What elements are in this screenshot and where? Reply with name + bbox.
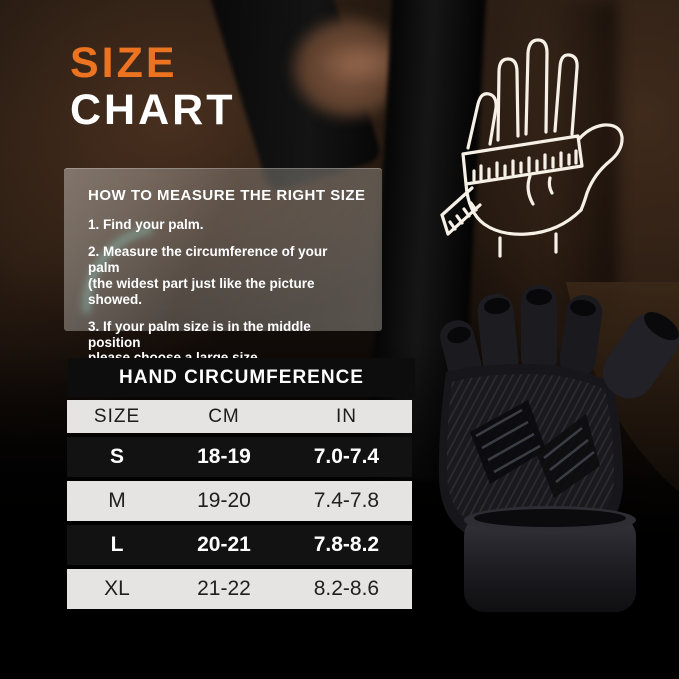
column-header-cm: CM bbox=[208, 405, 240, 427]
cell-size: XL bbox=[104, 577, 130, 600]
table-header-row: SIZE CM IN bbox=[67, 400, 412, 433]
table-row-m: M 19-20 7.4-7.8 bbox=[67, 481, 412, 521]
cell-size: S bbox=[110, 445, 125, 468]
cell-in: 7.8-8.2 bbox=[313, 533, 380, 556]
cell-cm: 18-19 bbox=[197, 445, 251, 468]
column-header-in: IN bbox=[335, 405, 357, 427]
hand-measuring-tape-icon bbox=[440, 38, 624, 258]
table-row-xl: XL 21-22 8.2-8.6 bbox=[67, 569, 412, 609]
column-header-size: SIZE bbox=[93, 405, 141, 427]
title-word-chart: CHART bbox=[70, 86, 236, 134]
cell-in: 7.4-7.8 bbox=[313, 489, 380, 512]
cell-cm: 20-21 bbox=[197, 533, 251, 556]
cell-size: M bbox=[108, 489, 126, 512]
page-title: SIZE CHART bbox=[70, 40, 235, 134]
size-table: SIZE CM IN S 18-19 7.0-7.4 M 19-20 7.4-7… bbox=[67, 400, 412, 613]
hand-circumference-banner: HAND CIRCUMFERENCE bbox=[68, 358, 415, 397]
fingerless-glove-icon bbox=[438, 282, 679, 628]
table-row-s: S 18-19 7.0-7.4 bbox=[67, 437, 412, 477]
how-to-measure-panel: HOW TO MEASURE THE RIGHT SIZE 1. Find yo… bbox=[64, 168, 382, 365]
measure-panel-heading: HOW TO MEASURE THE RIGHT SIZE bbox=[88, 187, 366, 204]
cell-size: L bbox=[110, 533, 124, 556]
title-word-size: SIZE bbox=[70, 39, 178, 87]
measure-step-1: 1. Find your palm. bbox=[88, 217, 204, 232]
cell-cm: 21-22 bbox=[197, 577, 251, 600]
table-row-l: L 20-21 7.8-8.2 bbox=[67, 525, 412, 565]
cell-cm: 19-20 bbox=[197, 489, 251, 512]
cell-in: 8.2-8.6 bbox=[313, 577, 380, 600]
measure-step-2: 2. Measure the circumference of your pal… bbox=[88, 243, 328, 307]
cell-in: 7.0-7.4 bbox=[313, 445, 380, 468]
